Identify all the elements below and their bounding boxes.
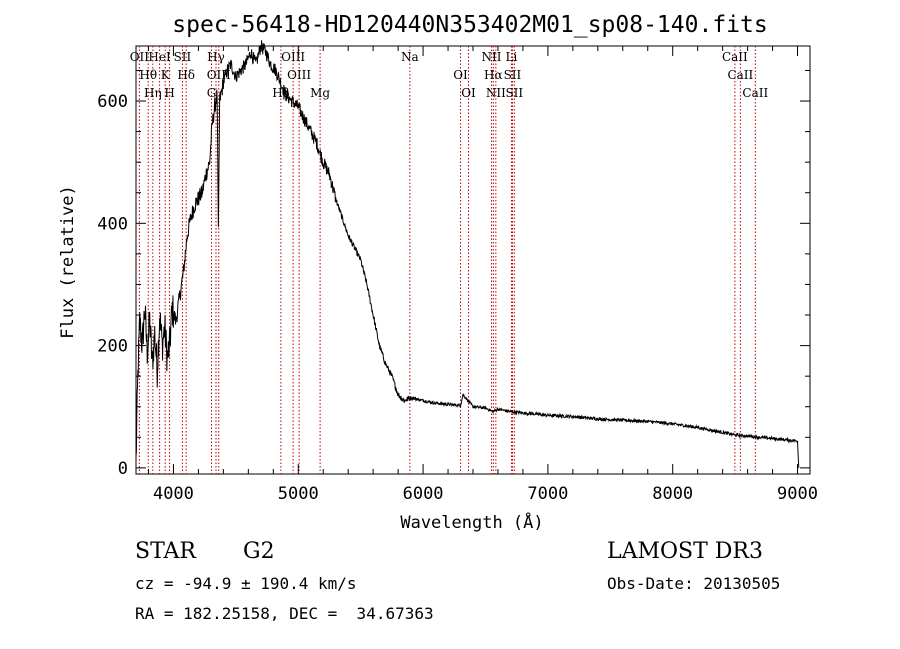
x-axis-label: Wavelength (Å) (400, 511, 543, 533)
x-tick-label-2: 6000 (403, 484, 444, 504)
y-tick-label-3: 600 (97, 92, 128, 112)
line-label-9: Hγ (207, 50, 225, 64)
x-tick-label-0: 4000 (153, 484, 194, 504)
line-label-25: CaII (727, 68, 753, 82)
line-label-18: NII (481, 50, 501, 64)
flux-series-line (135, 40, 800, 468)
line-label-24: CaII (722, 50, 748, 64)
line-label-3: HeI (148, 50, 171, 64)
x-tick-label-3: 7000 (527, 484, 568, 504)
y-tick-label-2: 400 (97, 214, 128, 234)
line-label-14: Mg (310, 86, 330, 100)
line-label-5: H (164, 86, 174, 100)
line-label-12: OIII (281, 50, 305, 64)
line-label-22: SII (504, 68, 522, 82)
line-label-0: OII (130, 50, 150, 64)
line-label-2: Hη (144, 86, 162, 100)
x-tick-label-5: 9000 (777, 484, 818, 504)
emission-lines (138, 46, 756, 474)
x-tick-label-4: 8000 (652, 484, 693, 504)
redshift-text: cz = -94.9 ± 190.4 km/s (135, 574, 357, 593)
line-label-7: Hδ (177, 68, 195, 82)
class-label: STAR (135, 539, 196, 564)
survey-label: LAMOST DR3 (607, 539, 763, 564)
coordinates-text: RA = 182.25158, DEC = 34.67363 (135, 604, 434, 623)
line-label-17: OI (461, 86, 476, 100)
line-label-4: K (161, 68, 171, 82)
x-tick-label-1: 5000 (278, 484, 319, 504)
plot-frame (135, 45, 811, 475)
line-label-19: Hα (484, 68, 503, 82)
obs-date-text: Obs-Date: 20130505 (607, 574, 781, 593)
line-label-1: Hθ (139, 68, 157, 82)
y-tick-label-1: 200 (97, 337, 128, 357)
line-label-16: OI (453, 68, 468, 82)
y-axis-label: Flux (relative) (58, 185, 78, 339)
line-label-26: CaII (742, 86, 768, 100)
line-label-6: SII (174, 50, 192, 64)
line-label-23: SII (505, 86, 523, 100)
line-labels: OIIHθHηHeIKHSIIHδGHγOIIIHβOIIIOIIIMgNaOI… (130, 50, 769, 100)
line-label-13: OIII (287, 68, 311, 82)
subclass-label: G2 (243, 539, 275, 564)
line-label-20: NII (486, 86, 506, 100)
y-tick-label-0: 0 (118, 459, 128, 479)
chart-title: spec-56418-HD120440N353402M01_sp08-140.f… (172, 12, 767, 38)
line-label-21: Li (506, 50, 518, 64)
axes-ticks: 4000 5000 6000 7000 8000 9000 0 200 400 600 (97, 46, 818, 504)
line-label-8: G (207, 86, 217, 100)
line-label-15: Na (401, 50, 419, 64)
